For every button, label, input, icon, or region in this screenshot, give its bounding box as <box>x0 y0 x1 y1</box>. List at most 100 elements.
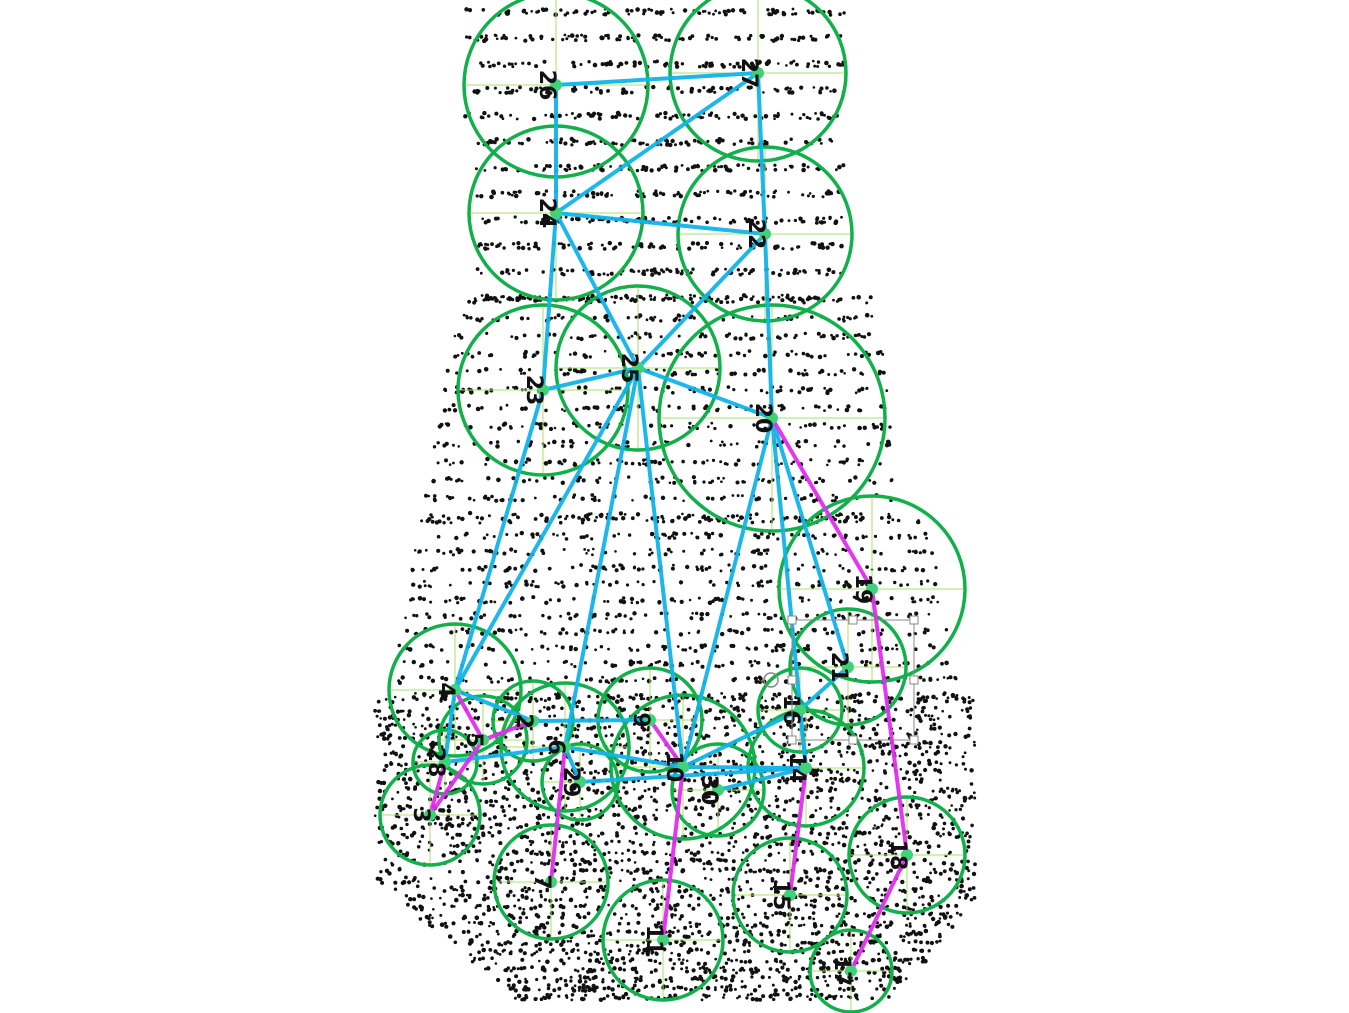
cloud-dot <box>454 596 459 601</box>
cloud-dot <box>895 827 898 830</box>
cloud-dot <box>746 647 749 650</box>
cloud-dot <box>932 723 936 727</box>
cloud-dot <box>629 871 633 875</box>
cloud-dot <box>671 373 675 377</box>
cloud-dot <box>530 10 533 13</box>
cloud-dot <box>566 11 569 14</box>
cloud-dot <box>561 580 564 583</box>
cloud-dot <box>721 246 724 249</box>
cloud-dot <box>913 536 917 540</box>
cloud-dot <box>815 481 818 484</box>
cloud-dot <box>537 585 540 588</box>
cloud-dot <box>518 142 521 145</box>
cloud-dot <box>429 723 433 727</box>
cloud-dot <box>855 537 859 541</box>
cloud-dot <box>840 878 843 881</box>
cloud-dot <box>869 861 874 866</box>
cloud-dot <box>772 353 775 356</box>
cloud-dot <box>737 36 740 39</box>
cloud-dot <box>495 245 498 248</box>
cloud-dot <box>806 297 810 301</box>
cloud-dot <box>558 840 561 843</box>
cloud-dot <box>609 165 612 168</box>
cloud-dot <box>733 143 736 146</box>
cloud-dot <box>540 549 544 553</box>
cloud-dot <box>569 835 573 839</box>
cloud-dot <box>733 822 736 825</box>
cloud-dot <box>737 519 740 522</box>
cloud-dot <box>711 532 714 535</box>
cloud-dot <box>919 773 922 776</box>
cloud-dot <box>903 777 906 780</box>
cloud-dot <box>534 517 538 521</box>
cloud-dot <box>487 298 491 302</box>
cloud-dot <box>482 39 486 43</box>
cloud-dot <box>794 553 797 556</box>
cloud-dot <box>933 718 936 721</box>
cloud-dot <box>777 296 780 299</box>
cloud-dot <box>726 868 729 871</box>
cloud-dot <box>671 391 675 395</box>
cloud-dot <box>621 869 624 872</box>
cloud-dot <box>440 700 443 703</box>
cloud-dot <box>640 598 644 602</box>
cloud-dot <box>668 117 672 121</box>
cloud-dot <box>712 13 715 16</box>
cloud-dot <box>914 550 917 553</box>
cloud-dot <box>709 816 713 820</box>
cloud-dot <box>872 827 875 830</box>
cloud-dot <box>840 369 844 373</box>
cloud-dot <box>780 298 784 302</box>
cloud-dot <box>731 300 734 303</box>
cloud-dot <box>543 862 547 866</box>
cloud-dot <box>526 137 531 142</box>
cloud-dot <box>479 615 483 619</box>
cloud-dot <box>582 353 586 357</box>
cloud-dot <box>424 727 427 730</box>
cloud-dot <box>768 804 771 807</box>
cloud-dot <box>834 534 837 537</box>
cloud-dot <box>890 479 893 482</box>
cloud-dot <box>468 36 472 40</box>
cloud-dot <box>667 297 671 301</box>
cloud-dot <box>585 552 588 555</box>
cloud-dot <box>667 699 671 703</box>
cloud-dot <box>708 64 712 68</box>
cloud-dot <box>598 878 602 882</box>
cloud-dot <box>696 242 700 246</box>
cloud-dot <box>748 272 751 275</box>
cloud-dot <box>433 445 436 448</box>
cloud-dot <box>574 583 578 587</box>
cloud-dot <box>749 888 752 891</box>
cloud-dot <box>642 727 646 731</box>
cloud-dot <box>528 478 531 481</box>
cloud-dot <box>661 782 665 786</box>
cloud-dot <box>514 550 517 553</box>
cloud-dot <box>785 516 789 520</box>
cloud-dot <box>657 787 660 790</box>
cloud-dot <box>917 693 920 696</box>
cloud-dot <box>878 745 882 749</box>
cloud-dot <box>487 647 491 651</box>
cloud-dot <box>520 597 523 600</box>
cloud-dot <box>711 599 715 603</box>
cloud-dot <box>739 273 742 276</box>
cloud-dot <box>729 191 732 194</box>
cloud-dot <box>505 798 508 801</box>
cloud-dot <box>514 194 519 199</box>
cloud-dot <box>619 39 622 42</box>
cloud-dot <box>788 368 793 373</box>
cloud-dot <box>550 113 553 116</box>
cloud-dot <box>542 270 545 273</box>
cloud-dot <box>840 514 843 517</box>
cloud-dot <box>476 516 479 519</box>
cloud-dot <box>492 773 495 776</box>
cloud-dot <box>451 799 454 802</box>
cloud-dot <box>488 65 492 69</box>
cloud-dot <box>579 881 583 885</box>
cloud-dot <box>621 859 624 862</box>
cloud-dot <box>829 771 832 774</box>
cloud-dot <box>823 422 826 425</box>
cloud-dot <box>488 861 492 865</box>
cloud-dot <box>857 426 862 431</box>
